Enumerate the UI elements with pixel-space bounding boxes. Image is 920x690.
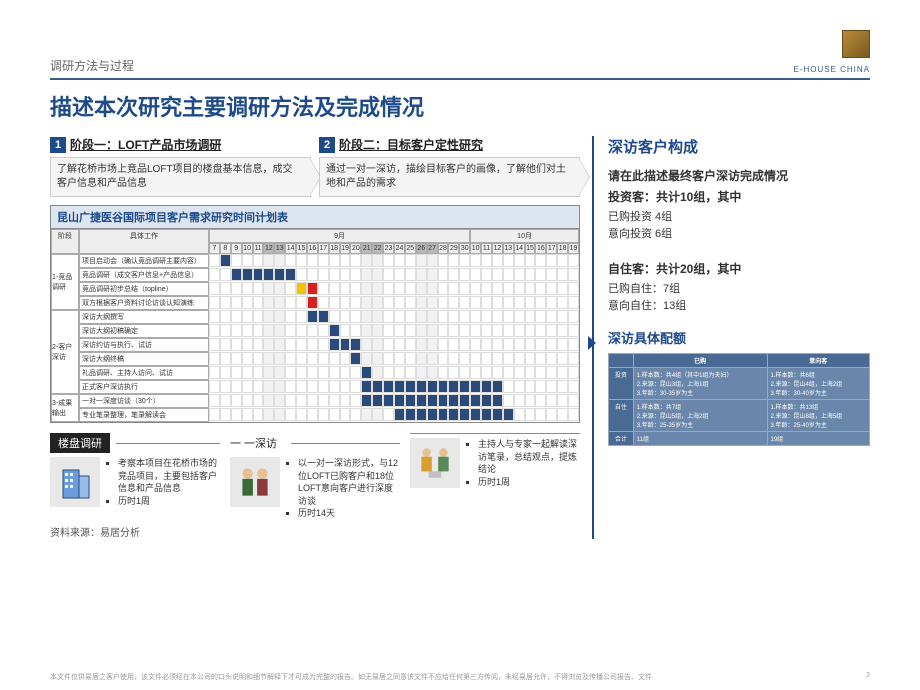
invest-line1: 已购投资 4组 <box>608 209 870 226</box>
bullet-item: 历时1周 <box>118 495 220 508</box>
card-bullets-1: 考察本项目在花桥市场的竞品项目，主要包括客户信息和产品信息历时1周 <box>106 457 220 507</box>
card-interview: 一 一深访 以一对一深访形式，与12位LOFT已购客户和18位LOFT意向客户进… <box>230 433 400 520</box>
page-title: 描述本次研究主要调研方法及完成情况 <box>50 90 870 122</box>
phase-title-2: 阶段二：目标客户定性研究 <box>339 136 483 153</box>
bullet-item: 历时1周 <box>478 476 580 489</box>
selfuse-header: 自住客：共计20组，其中 <box>608 260 870 277</box>
right-column: 深访客户构成 请在此描述最终客户深访完成情况 投资客：共计10组，其中 已购投资… <box>592 136 870 539</box>
footer: 本文件仅供易居之客户使用，该文件必须经在本公司的口头说明和细节解释下才可成为完整… <box>50 672 870 682</box>
building-icon <box>50 457 100 507</box>
phase-body-2: 通过一对一深访，描绘目标客户的画像，了解他们对土地和产品的需求 <box>319 157 580 197</box>
top-bar: 调研方法与过程 E-HOUSE CHINA <box>50 30 870 80</box>
page-number: 2 <box>866 672 870 682</box>
phase-num-1: 1 <box>50 137 66 153</box>
bullet-item: 考察本项目在花桥市场的竞品项目，主要包括客户信息和产品信息 <box>118 457 220 495</box>
logo: E-HOUSE CHINA <box>793 30 870 74</box>
invest-line2: 意向投资 6组 <box>608 226 870 243</box>
disclaimer: 本文件仅供易居之客户使用，该文件必须经在本公司的口头说明和细节解释下才可成为完整… <box>50 672 652 682</box>
card-bullets-2: 以一对一深访形式，与12位LOFT已购客户和18位LOFT意向客户进行深度访谈历… <box>286 457 400 520</box>
quota-title: 深访具体配额 <box>608 328 870 347</box>
content-row: 1 阶段一：LOFT产品市场调研 了解花桥市场上竞品LOFT项目的楼盘基本信息，… <box>50 136 870 539</box>
slide: 调研方法与过程 E-HOUSE CHINA 描述本次研究主要调研方法及完成情况 … <box>0 0 920 690</box>
bullet-item: 以一对一深访形式，与12位LOFT已购客户和18位LOFT意向客户进行深度访谈 <box>298 457 400 507</box>
analysis-icon <box>410 438 460 488</box>
breadcrumb: 调研方法与过程 <box>50 57 134 74</box>
card-survey: 楼盘调研 考察本项目在花桥市场的竞品项目，主要包括客户信息和产品信息历时1周 <box>50 433 220 520</box>
logo-text: E-HOUSE CHINA <box>793 65 870 74</box>
phase-body-1: 了解花桥市场上竞品LOFT项目的楼盘基本信息，成交客户信息和产品信息 <box>50 157 311 197</box>
gantt-grid: 阶段具体工作9月10月78910111213141516171819202122… <box>51 229 579 422</box>
bottom-cards: 楼盘调研 考察本项目在花桥市场的竞品项目，主要包括客户信息和产品信息历时1周 一… <box>50 433 580 520</box>
selfuse-line1: 已购自住：7组 <box>608 281 870 298</box>
right-title: 深访客户构成 <box>608 136 870 157</box>
selfuse-line2: 意向自住：13组 <box>608 298 870 315</box>
phase-row: 1 阶段一：LOFT产品市场调研 了解花桥市场上竞品LOFT项目的楼盘基本信息，… <box>50 136 580 197</box>
logo-icon <box>842 30 870 58</box>
card-tag-2: 一 一深访 <box>230 433 285 453</box>
phase-title-1: 阶段一：LOFT产品市场调研 <box>70 136 221 153</box>
interview-icon <box>230 457 280 507</box>
bullet-item: 历时14天 <box>298 507 400 520</box>
phase-1: 1 阶段一：LOFT产品市场调研 了解花桥市场上竞品LOFT项目的楼盘基本信息，… <box>50 136 311 197</box>
phase-2: 2 阶段二：目标客户定性研究 通过一对一深访，描绘目标客户的画像，了解他们对土地… <box>319 136 580 197</box>
card-bullets-3: 主持人与专家一起解读深访笔录，总结观点，提炼结论历时1周 <box>466 438 580 488</box>
card-tag-1: 楼盘调研 <box>50 433 110 453</box>
right-intro: 请在此描述最终客户深访完成情况 <box>608 167 870 184</box>
source-label: 资料来源：易居分析 <box>50 524 580 539</box>
gantt-chart: 昆山广捷医谷国际项目客户需求研究时间计划表 阶段具体工作9月10月7891011… <box>50 205 580 423</box>
phase-num-2: 2 <box>319 137 335 153</box>
left-column: 1 阶段一：LOFT产品市场调研 了解花桥市场上竞品LOFT项目的楼盘基本信息，… <box>50 136 580 539</box>
quota-table: 已购意向客投资1.样本数：共4组（其中1组为夫妇）2.来源：昆山3组，上海1组3… <box>608 353 870 446</box>
invest-header: 投资客：共计10组，其中 <box>608 188 870 205</box>
bullet-item: 主持人与专家一起解读深访笔录，总结观点，提炼结论 <box>478 438 580 476</box>
card-analysis: 主持人与专家一起解读深访笔录，总结观点，提炼结论历时1周 <box>410 433 580 520</box>
gantt-title: 昆山广捷医谷国际项目客户需求研究时间计划表 <box>51 206 579 229</box>
